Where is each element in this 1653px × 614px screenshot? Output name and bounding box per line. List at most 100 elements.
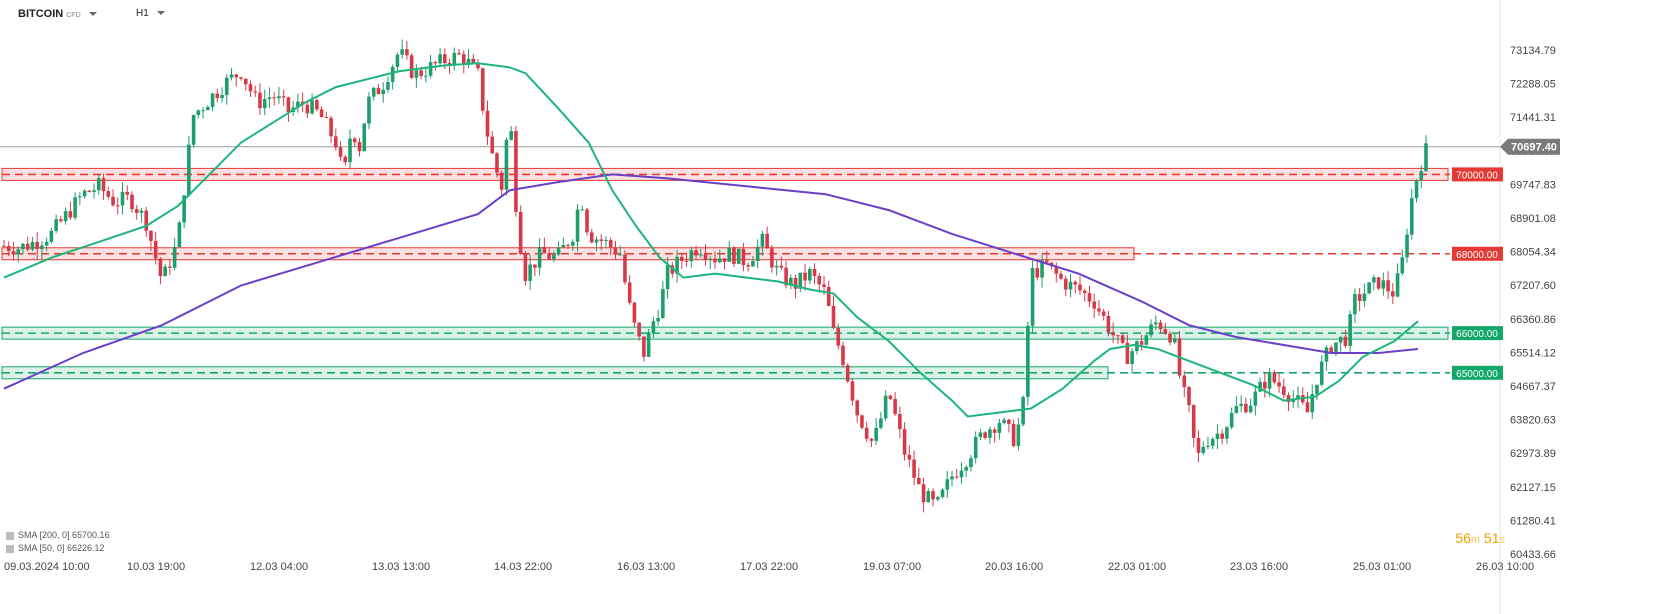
candle-body — [926, 491, 931, 503]
indicator-legend-sma200[interactable]: SMA [200, 0] 65700.16 — [6, 530, 110, 540]
candle-body — [855, 400, 859, 416]
candle-body — [1182, 375, 1187, 388]
candle-body — [438, 54, 442, 64]
candle-body — [1106, 315, 1111, 333]
countdown-seconds: 51 — [1483, 530, 1500, 546]
candle-body — [153, 240, 158, 259]
candle-body — [983, 432, 987, 438]
candle-body — [798, 272, 803, 289]
candle-body — [196, 110, 201, 115]
candle-body — [741, 248, 746, 265]
candle-body — [63, 211, 68, 222]
level-label: 66000.00 — [1456, 329, 1498, 340]
candle-body — [656, 317, 660, 322]
candle-body — [272, 97, 276, 99]
candle-body — [727, 247, 732, 262]
candle-body — [35, 241, 39, 250]
candle-body — [1206, 445, 1210, 447]
candle-body — [1376, 277, 1381, 289]
axes: 70000.00 68000.00 66000.00 65000.00 73134.79… — [4, 0, 1560, 614]
symbol-selector[interactable]: BITCOIN CFD — [18, 8, 97, 20]
candle-body — [6, 245, 11, 251]
candle-body — [789, 277, 793, 286]
indicator-legend-sma50[interactable]: SMA [50, 0] 66226.12 — [6, 543, 105, 553]
timeframe-selector[interactable]: H1 — [136, 8, 165, 19]
candle-body — [594, 239, 599, 243]
candle-body — [125, 191, 130, 195]
candle-body — [49, 230, 54, 242]
y-tick-label: 60433.66 — [1510, 549, 1556, 561]
candle-body — [281, 96, 286, 98]
y-tick-label: 62973.89 — [1510, 448, 1556, 460]
candle-body — [1343, 336, 1348, 346]
candle-body — [784, 267, 788, 286]
candle-body — [1191, 405, 1196, 438]
instrument-type: CFD — [66, 12, 81, 19]
candle-body — [1362, 293, 1367, 302]
candle-body — [845, 365, 850, 382]
candle-body — [1172, 338, 1177, 343]
candle-body — [54, 219, 58, 231]
candle-body — [618, 254, 622, 256]
candle-body — [566, 244, 570, 246]
candle-body — [490, 136, 495, 154]
x-tick-label: 19.03 07:00 — [863, 561, 921, 573]
candlesticks — [2, 39, 1428, 513]
candle-body — [1305, 402, 1310, 413]
candle-body — [1334, 342, 1338, 353]
candle-body — [92, 190, 96, 192]
x-tick-label: 16.03 13:00 — [617, 561, 675, 573]
candle-body — [1116, 335, 1120, 337]
candle-body — [25, 243, 30, 250]
candle-body — [59, 219, 63, 222]
candle-body — [627, 282, 632, 303]
candle-body — [357, 142, 362, 152]
candle-body — [1372, 277, 1376, 283]
candle-body — [1234, 405, 1239, 413]
candle-body — [243, 78, 248, 85]
candle-body — [931, 491, 935, 500]
y-tick-label: 67207.60 — [1510, 280, 1556, 292]
candle-body — [82, 190, 87, 197]
candle-body — [817, 275, 822, 285]
candle-body — [139, 210, 144, 213]
candle-body — [40, 245, 44, 250]
countdown-minutes: 56 — [1455, 530, 1471, 546]
chevron-down-icon — [156, 11, 165, 16]
candle-body — [959, 470, 964, 478]
candle-body — [400, 49, 404, 55]
candle-body — [585, 209, 589, 233]
y-tick-label: 66360.86 — [1510, 314, 1556, 326]
candle-body — [1315, 384, 1319, 395]
x-tick-label: 26.03 10:00 — [1476, 561, 1534, 573]
candle-body — [698, 254, 703, 256]
candle-body — [1229, 412, 1234, 428]
candle-body — [684, 260, 689, 262]
candle-body — [1414, 179, 1419, 199]
candle-body — [248, 84, 253, 92]
candle-body — [812, 268, 817, 276]
candle-body — [120, 191, 125, 206]
candle-body — [1144, 335, 1149, 345]
candle-body — [642, 336, 646, 357]
candle-body — [1282, 386, 1286, 396]
candle-body — [480, 68, 485, 111]
x-tick-label: 14.03 22:00 — [494, 561, 552, 573]
candle-body — [826, 286, 831, 306]
candle-body — [637, 322, 641, 337]
candle-body — [1310, 394, 1315, 413]
candle-body — [206, 107, 210, 111]
y-tick-label: 73134.79 — [1510, 45, 1556, 57]
x-tick-label: 12.03 04:00 — [250, 561, 308, 573]
level-tag — [1452, 167, 1503, 182]
candle-body — [542, 246, 547, 254]
candle-body — [774, 265, 779, 268]
countdown-sec-unit: s — [1499, 534, 1506, 546]
candle-body — [921, 484, 926, 503]
candle-body — [267, 97, 272, 100]
level-label: 68000.00 — [1456, 250, 1498, 261]
candle-body — [917, 477, 921, 485]
chevron-down-icon — [88, 12, 97, 17]
candle-body — [556, 247, 561, 255]
